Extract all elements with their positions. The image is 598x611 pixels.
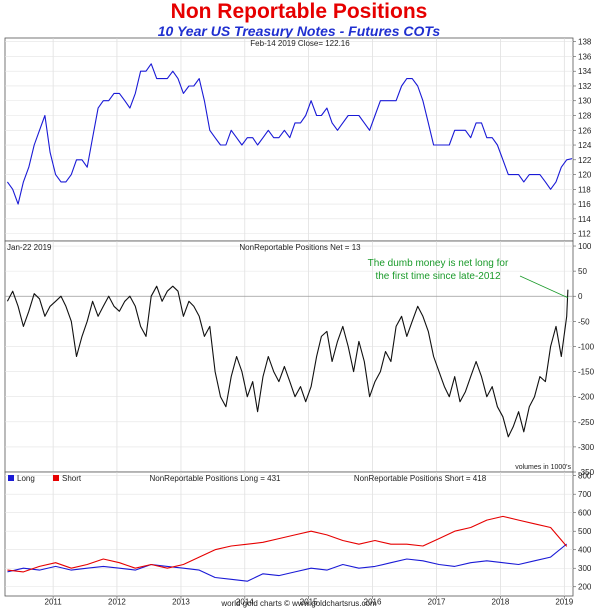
legend-swatch-long <box>8 475 14 481</box>
y-tick-label: 700 <box>578 490 592 499</box>
panel-header-center: NonReportable Positions Net = 13 <box>239 243 361 252</box>
unit-note: volumes in 1000's <box>515 464 571 471</box>
y-tick-label: 50 <box>578 267 587 276</box>
y-tick-label: 134 <box>578 67 592 76</box>
y-tick-label: 500 <box>578 527 592 536</box>
panel-header-right: NonReportable Positions Short = 418 <box>354 474 487 483</box>
y-tick-label: 128 <box>578 112 592 121</box>
y-tick-label: -300 <box>578 443 595 452</box>
annotation-text: the first time since late-2012 <box>375 271 500 282</box>
y-tick-label: 114 <box>578 215 591 224</box>
panel-frame <box>5 472 573 596</box>
y-tick-label: 200 <box>578 583 592 592</box>
y-tick-label: 400 <box>578 546 592 555</box>
y-tick-label: 112 <box>578 230 591 239</box>
y-tick-label: 132 <box>578 82 592 91</box>
net-positions-panel: 100500-50-100-150-200-250-300-350Jan-22 … <box>5 241 595 477</box>
y-tick-label: 124 <box>578 141 592 150</box>
legend-label-long: Long <box>17 474 35 483</box>
y-tick-label: -50 <box>578 317 590 326</box>
chart-credit: world gold charts © www.goldchartsrus.co… <box>0 599 598 608</box>
annotation-text: The dumb money is net long for <box>368 258 509 269</box>
panel-header-center: NonReportable Positions Long = 431 <box>150 474 282 483</box>
price-panel: 112 114 116 118 120 122 124 126 128 130 132 134 136 1… <box>5 38 592 241</box>
y-tick-label: 136 <box>578 52 592 61</box>
y-tick-label: 0 <box>578 292 583 301</box>
legend-label-short: Short <box>62 474 82 483</box>
y-tick-label: -200 <box>578 393 595 402</box>
y-tick-label: -250 <box>578 418 595 427</box>
y-tick-label: 300 <box>578 564 592 573</box>
y-tick-label: 118 <box>578 185 591 194</box>
panel-frame <box>5 38 573 241</box>
y-tick-label: 120 <box>578 171 592 180</box>
y-tick-label: -100 <box>578 342 595 351</box>
y-tick-label: 126 <box>578 126 592 135</box>
y-tick-label: 116 <box>578 200 591 209</box>
panel-date-label: Jan-22 2019 <box>7 243 52 252</box>
y-tick-label: 600 <box>578 509 592 518</box>
price-header: Feb-14 2019 Close= 122.16 <box>250 39 350 48</box>
y-tick-label: -150 <box>578 368 595 377</box>
y-tick-label: 130 <box>578 97 592 106</box>
y-tick-label: 100 <box>578 242 592 251</box>
y-tick-label: 138 <box>578 38 592 47</box>
legend-swatch-short <box>53 475 59 481</box>
y-tick-label: 122 <box>578 156 592 165</box>
long-short-panel: 800 700 600 500 400 300 200 NonReportable Posit… <box>5 472 592 596</box>
y-tick-label: 800 <box>578 472 592 481</box>
